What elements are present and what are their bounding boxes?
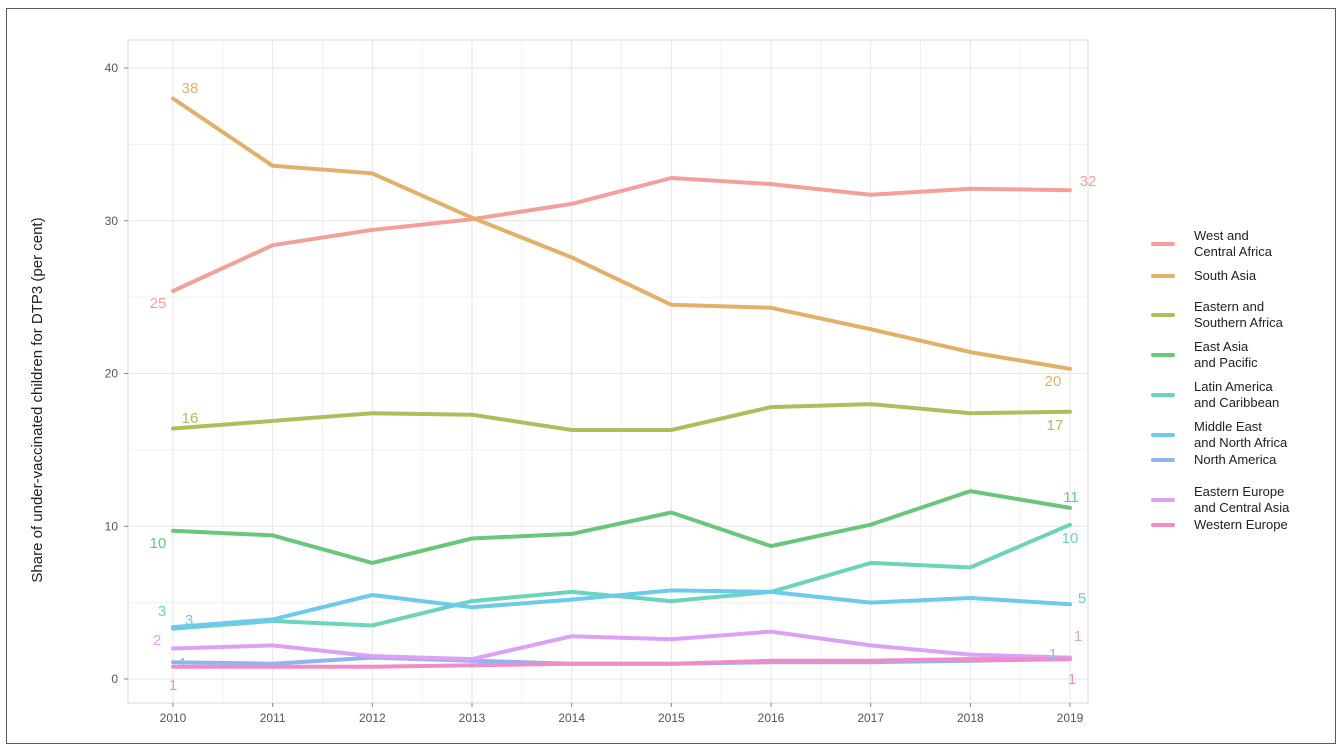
end-value-label: 1 [1068, 671, 1076, 688]
y-tick-label: 10 [105, 519, 119, 533]
legend-label: East Asia and Pacific [1194, 339, 1258, 370]
legend-label: West and Central Africa [1194, 228, 1273, 259]
legend-item: West and Central Africa [1151, 228, 1273, 259]
y-tick-label: 20 [105, 367, 119, 381]
end-value-label: 11 [1063, 489, 1079, 506]
x-tick-label: 2019 [1057, 711, 1084, 725]
x-tick-label: 2012 [359, 711, 386, 725]
start-value-label: 1 [169, 677, 177, 694]
series-line [171, 588, 1072, 630]
legend-item: South Asia [1151, 268, 1257, 283]
y-tick-label: 0 [111, 672, 118, 686]
legend-item: Middle East and North Africa [1151, 419, 1288, 450]
start-value-label: 1 [179, 655, 187, 672]
start-value-label: 25 [150, 295, 167, 312]
x-tick-label: 2011 [260, 711, 286, 725]
legend-label: Latin America and Caribbean [1194, 379, 1279, 410]
legend-label: Eastern Europe and Central Asia [1194, 484, 1290, 515]
gridlines [127, 39, 1089, 704]
x-tick-label: 2017 [857, 711, 884, 725]
legend-label: Eastern and Southern Africa [1194, 299, 1284, 330]
legend-item: Eastern Europe and Central Asia [1151, 484, 1290, 515]
x-tick-label: 2014 [558, 711, 585, 725]
legend-item: Latin America and Caribbean [1151, 379, 1279, 410]
series-line [171, 657, 1072, 669]
legend-label: Western Europe [1194, 517, 1288, 532]
start-value-label: 16 [182, 410, 199, 427]
legend: West and Central Africa South Asia Eastern … [1151, 228, 1290, 532]
end-value-label: 5 [1078, 590, 1086, 607]
end-value-label: 1 [1049, 646, 1057, 663]
series-line [171, 96, 1072, 371]
y-axis-label: Share of under-vaccinated children for D… [29, 217, 46, 582]
series-line [171, 489, 1072, 565]
end-value-label: 10 [1062, 530, 1079, 547]
start-value-label: 2 [153, 632, 161, 649]
x-tick-label: 2016 [758, 711, 785, 725]
end-value-label: 17 [1047, 417, 1064, 434]
x-tick-label: 2013 [459, 711, 486, 725]
end-value-label: 32 [1080, 173, 1097, 190]
series-line [171, 629, 1072, 662]
legend-label: North America [1194, 452, 1277, 467]
x-tick-label: 2010 [160, 711, 187, 725]
start-value-label: 3 [185, 612, 193, 629]
legend-item: Western Europe [1151, 517, 1288, 532]
start-value-label: 10 [150, 535, 167, 552]
legend-item: North America [1151, 452, 1277, 467]
x-tick-label: 2015 [658, 711, 685, 725]
legend-item: Eastern and Southern Africa [1151, 299, 1284, 330]
end-value-label: 20 [1045, 373, 1062, 390]
legend-label: Middle East and North Africa [1194, 419, 1288, 450]
plot-panel [127, 39, 1089, 704]
legend-label: South Asia [1194, 268, 1257, 283]
start-value-label: 3 [158, 603, 166, 620]
series-lines [171, 96, 1072, 669]
start-value-label: 38 [182, 80, 199, 97]
y-tick-label: 30 [105, 214, 119, 228]
series-line [171, 402, 1072, 432]
chart-frame [6, 8, 1336, 744]
legend-item: East Asia and Pacific [1151, 339, 1258, 370]
y-tick-label: 40 [105, 61, 119, 75]
end-value-label: 1 [1074, 628, 1082, 645]
x-tick-label: 2018 [957, 711, 984, 725]
series-line [171, 176, 1072, 293]
